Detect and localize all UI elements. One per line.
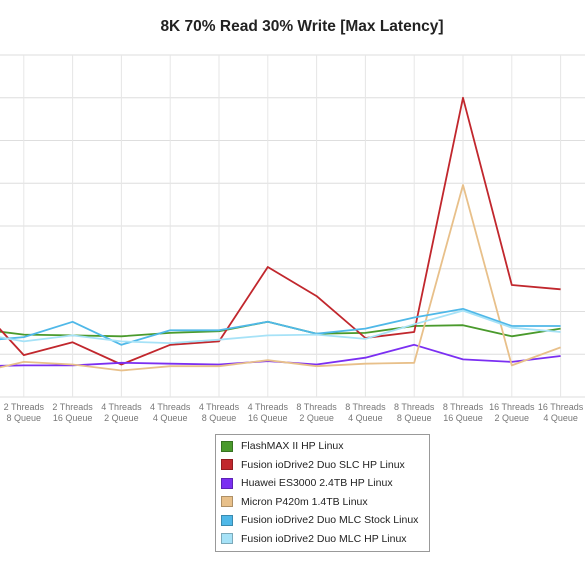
legend-swatch [221,440,233,452]
series-line-4 [0,184,561,372]
series-line-6 [0,309,561,345]
legend-label: Fusion ioDrive2 Duo SLC HP Linux [241,458,405,471]
legend-swatch [221,514,233,526]
x-tick-label: 4 Threads 2 Queue [101,402,142,423]
series-lines [0,96,561,372]
x-tick-label: 8 Threads 8 Queue [394,402,435,423]
x-tick-label: 4 Threads 16 Queue [248,402,289,423]
x-tick-label: 4 Threads 4 Queue [150,402,191,423]
legend-label: Fusion ioDrive2 Duo MLC HP Linux [241,532,407,545]
legend-swatch [221,459,233,471]
x-tick-label: 8 Threads 16 Queue [443,402,484,423]
legend-swatch [221,533,233,545]
x-tick-label: 16 Threads 2 Queue [489,402,535,423]
legend-item: FlashMAX II HP Linux [216,437,429,456]
legend-item: Fusion ioDrive2 Duo SLC HP Linux [216,456,429,475]
legend-swatch [221,477,233,489]
series-line-5 [0,307,561,346]
legend-item: Huawei ES3000 2.4TB HP Linux [216,474,429,493]
legend-label: Huawei ES3000 2.4TB HP Linux [241,477,393,490]
x-tick-label: 8 Threads 4 Queue [345,402,386,423]
legend-label: FlashMAX II HP Linux [241,440,344,453]
x-tick-label: 4 Threads 8 Queue [199,402,240,423]
legend-item: Fusion ioDrive2 Duo MLC HP Linux [216,530,429,549]
legend-label: Micron P420m 1.4TB Linux [241,495,368,508]
x-tick-label: 2 Threads 16 Queue [52,402,93,423]
legend-item: Fusion ioDrive2 Duo MLC Stock Linux [216,511,429,530]
legend: FlashMAX II HP Linux Fusion ioDrive2 Duo … [215,434,430,552]
series-line-2 [0,96,561,366]
chart-title: 8K 70% Read 30% Write [Max Latency] [160,18,444,35]
legend-label: Fusion ioDrive2 Duo MLC Stock Linux [241,514,419,527]
x-tick-label: 8 Threads 2 Queue [296,402,337,423]
legend-swatch [221,496,233,508]
x-tick-label: 2 Threads 8 Queue [4,402,45,423]
grid [0,54,585,398]
legend-item: Micron P420m 1.4TB Linux [216,493,429,512]
x-tick-label: 16 Threads 4 Queue [538,402,584,423]
